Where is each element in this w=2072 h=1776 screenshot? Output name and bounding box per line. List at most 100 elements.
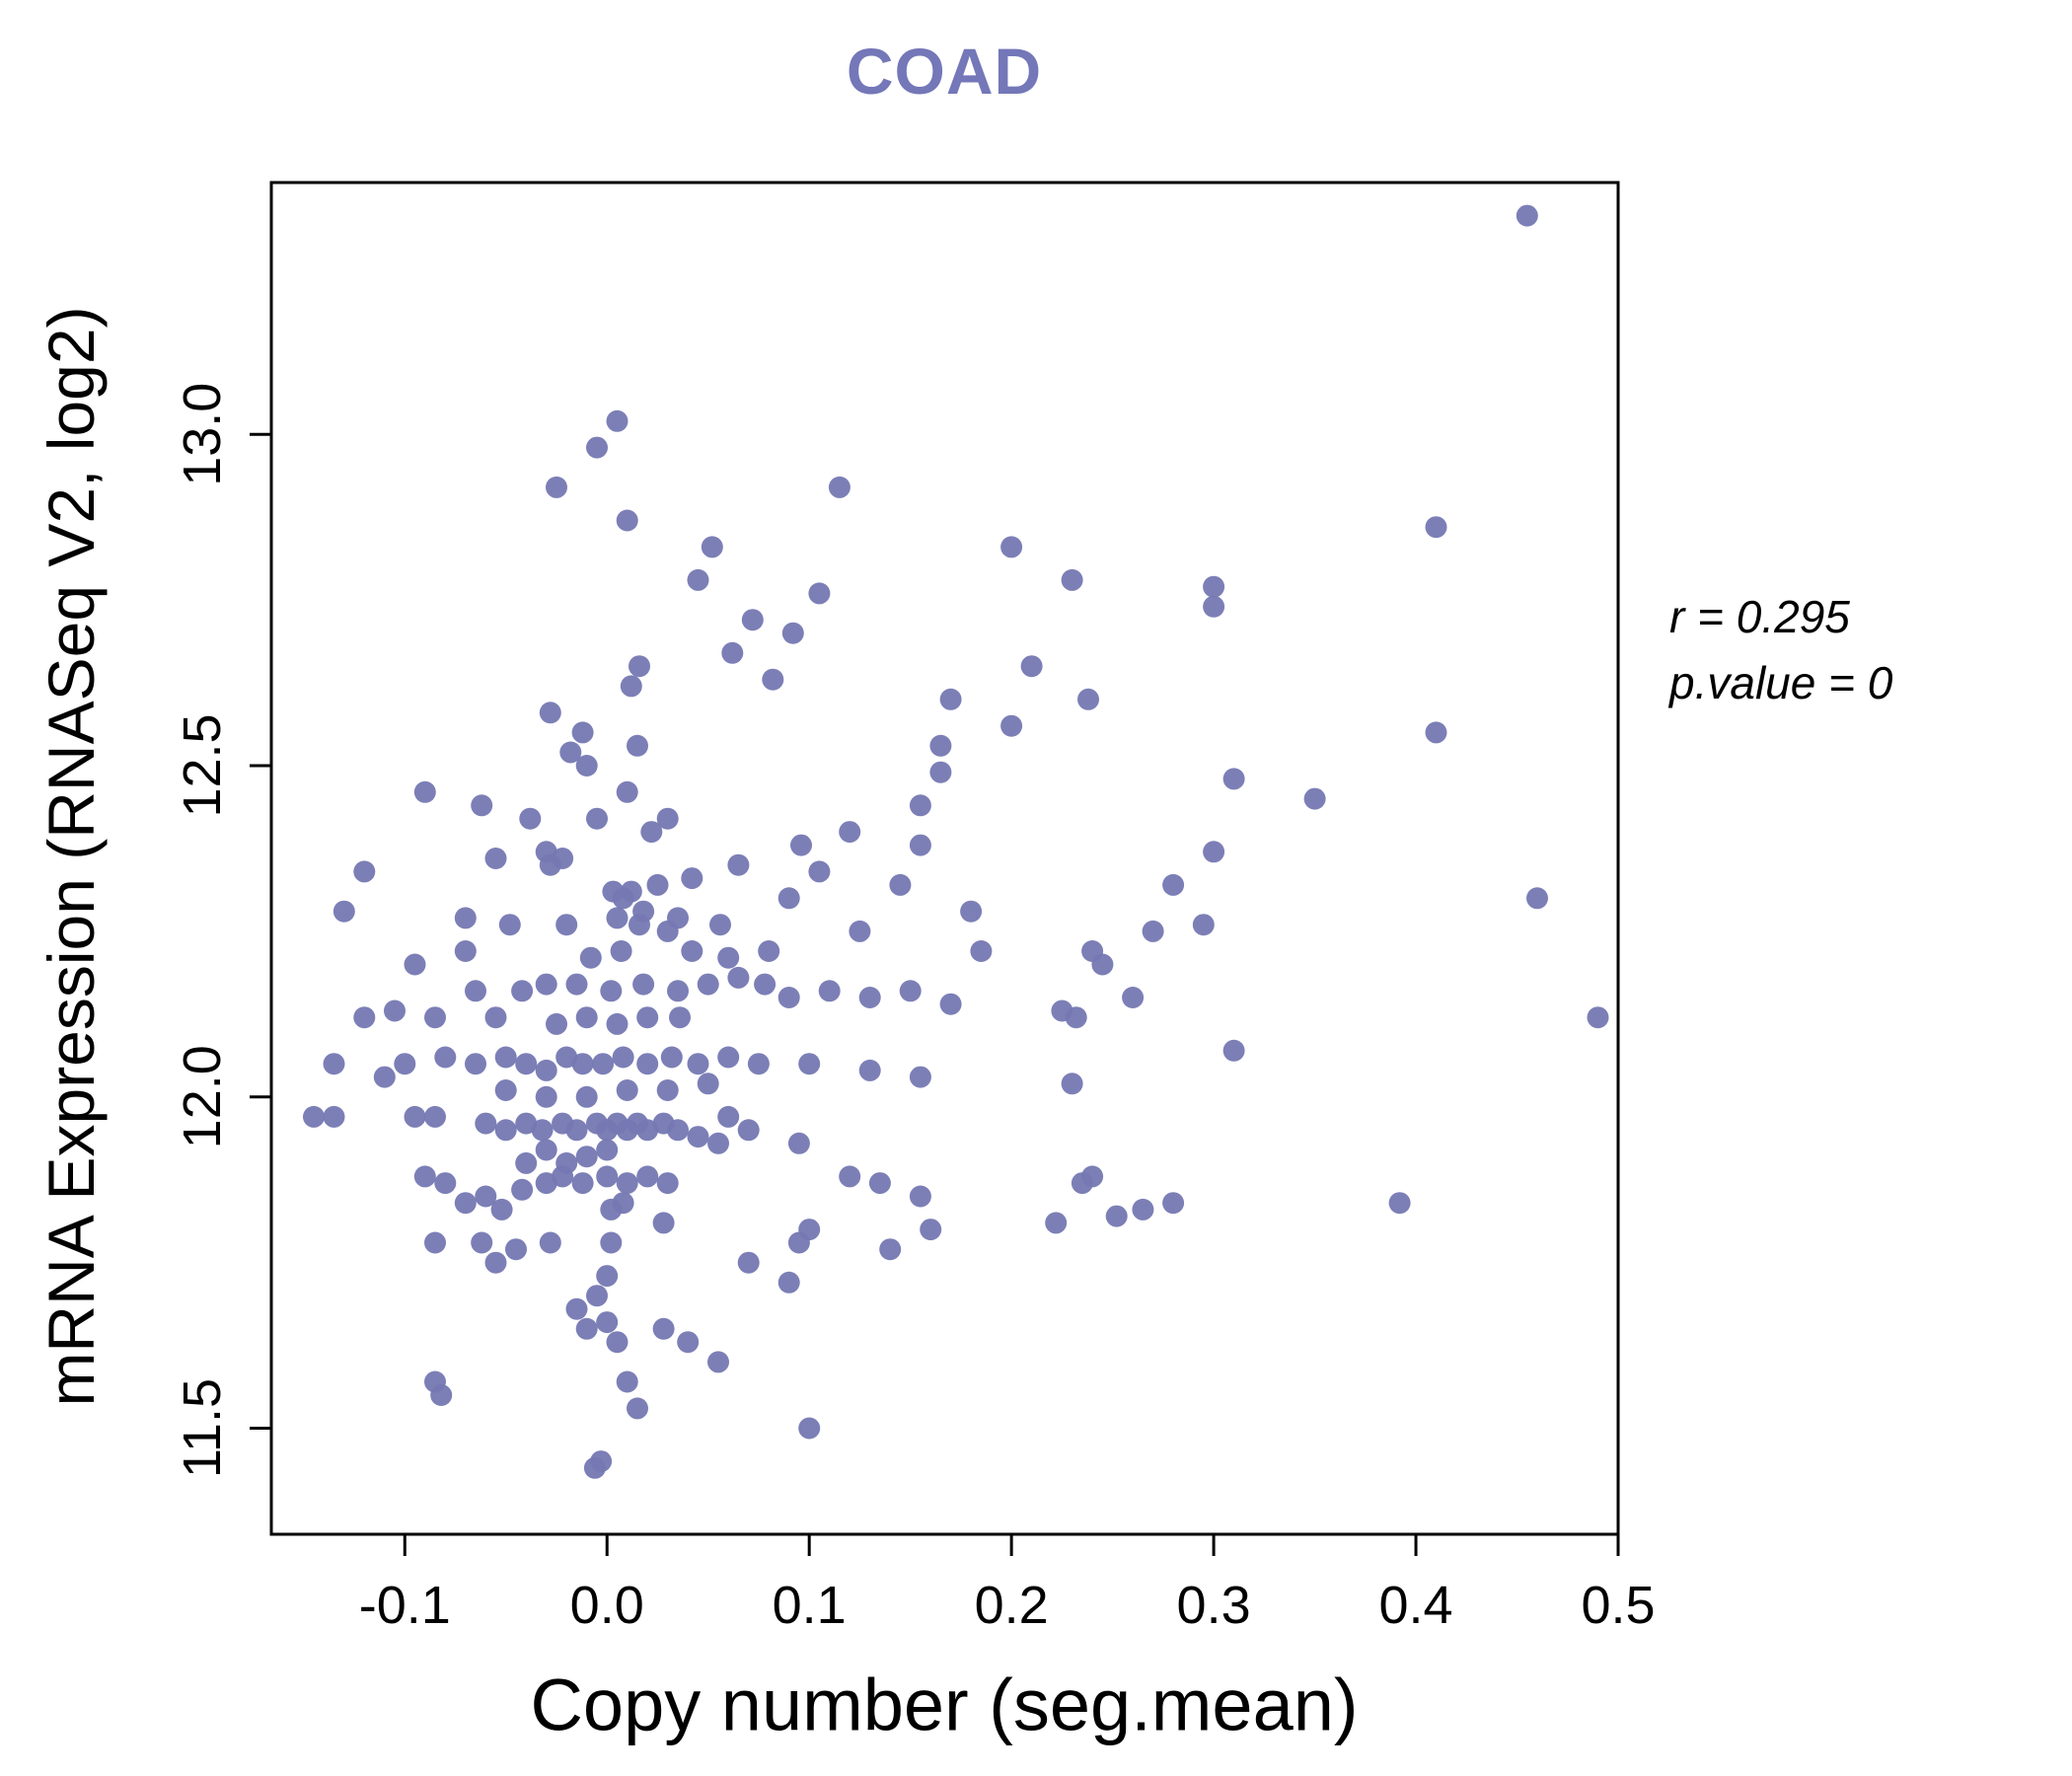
data-point: [323, 1053, 345, 1075]
data-point: [627, 1397, 648, 1420]
data-point: [353, 860, 376, 883]
data-point: [787, 1231, 810, 1254]
data-point: [1425, 721, 1447, 744]
data-point: [909, 834, 931, 856]
data-point: [610, 940, 632, 962]
data-point: [909, 1185, 931, 1208]
data-point: [404, 953, 426, 976]
data-point: [612, 1046, 634, 1069]
data-point: [539, 1231, 561, 1254]
data-point: [434, 1172, 457, 1195]
data-point: [606, 409, 629, 432]
data-point: [879, 1238, 902, 1261]
data-point: [600, 980, 623, 1002]
data-point: [1388, 1192, 1411, 1215]
data-point: [394, 1053, 416, 1075]
x-tick-label: 0.3: [1177, 1576, 1251, 1635]
data-point: [531, 1119, 554, 1142]
data-point: [424, 1006, 446, 1029]
data-point: [323, 1105, 345, 1128]
data-point: [960, 900, 983, 923]
data-point: [701, 536, 723, 558]
data-point: [511, 980, 534, 1002]
data-point: [475, 1112, 497, 1135]
data-point: [384, 999, 406, 1022]
data-point: [565, 1119, 588, 1142]
data-point: [515, 1151, 538, 1174]
data-point: [583, 1456, 606, 1479]
data-point: [667, 980, 689, 1002]
data-point: [424, 1105, 446, 1128]
data-point: [1132, 1198, 1154, 1221]
data-point: [490, 1198, 513, 1221]
data-point: [920, 1219, 942, 1241]
x-tick-label: 0.2: [975, 1576, 1049, 1635]
data-point: [546, 1012, 567, 1035]
data-point: [515, 1053, 538, 1075]
data-point: [808, 860, 831, 883]
data-point: [494, 1079, 517, 1101]
data-point: [579, 946, 602, 969]
data-point: [1526, 887, 1548, 910]
data-point: [555, 914, 578, 936]
data-point: [494, 1119, 517, 1142]
data-point: [652, 1317, 675, 1340]
data-point: [1061, 1073, 1083, 1095]
data-point: [758, 940, 780, 962]
data-point: [636, 1053, 659, 1075]
data-point: [777, 987, 800, 1008]
data-point: [656, 807, 679, 830]
data-point: [697, 1073, 719, 1095]
data-point: [505, 1238, 527, 1261]
data-point: [575, 1317, 598, 1340]
data-point: [652, 1212, 675, 1234]
data-point: [616, 1079, 638, 1101]
data-point: [1065, 1006, 1087, 1029]
data-point: [660, 1046, 683, 1069]
data-point: [929, 734, 952, 757]
data-point: [777, 1271, 800, 1294]
data-point: [808, 582, 831, 605]
data-point: [627, 734, 648, 757]
data-point: [858, 1059, 881, 1081]
data-point: [697, 973, 719, 996]
data-point: [471, 794, 493, 817]
x-tick-label: 0.4: [1379, 1576, 1453, 1635]
data-point: [717, 946, 740, 969]
data-point: [592, 1053, 615, 1075]
correlation-annotation: r = 0.295 p.value = 0: [1669, 584, 1892, 715]
data-point: [858, 987, 881, 1008]
data-point: [546, 476, 567, 498]
data-point: [707, 1132, 729, 1154]
data-point: [787, 1132, 810, 1154]
data-point: [1020, 655, 1043, 678]
data-point: [539, 702, 561, 724]
data-point: [790, 834, 812, 856]
data-point: [707, 1351, 729, 1373]
data-point: [454, 1192, 477, 1215]
data-point: [727, 966, 750, 989]
data-point: [539, 853, 561, 876]
plot-border: [269, 181, 1620, 1536]
data-point: [413, 1165, 436, 1188]
data-point: [353, 1006, 376, 1029]
x-axis-label: Copy number (seg.mean): [530, 1664, 1359, 1746]
data-point: [586, 436, 608, 459]
data-point: [1142, 920, 1164, 942]
data-point: [1122, 987, 1145, 1008]
data-point: [899, 980, 922, 1002]
data-point: [559, 741, 582, 764]
data-point: [1000, 714, 1023, 737]
data-point: [849, 920, 871, 942]
data-point: [1222, 768, 1245, 790]
data-point: [970, 940, 993, 962]
data-point: [575, 755, 598, 777]
data-point: [1077, 688, 1099, 710]
data-point: [575, 1146, 598, 1168]
data-point: [606, 1331, 629, 1354]
y-tick-label: 12.5: [173, 713, 232, 817]
data-point: [839, 1165, 861, 1188]
data-point: [333, 900, 355, 923]
data-point: [1222, 1039, 1245, 1062]
